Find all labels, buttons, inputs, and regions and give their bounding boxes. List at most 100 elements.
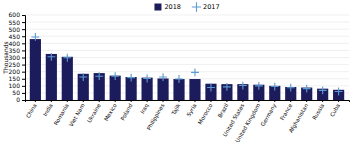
- legend-swatch: [154, 4, 161, 11]
- y-tick-mark: [22, 86, 25, 87]
- x-tick-label: Cuba: [329, 102, 341, 117]
- x-tick-label: Russia: [311, 102, 325, 120]
- x-tick-mark: [51, 100, 52, 102]
- y-tick-label: 500: [9, 26, 21, 33]
- y-tick-mark: [22, 15, 25, 16]
- x-tick-label: Philippines: [146, 102, 167, 131]
- marker: [127, 74, 135, 82]
- x-tick-mark: [67, 100, 68, 102]
- grid-line: [25, 50, 349, 51]
- y-tick-label: 350: [9, 47, 21, 54]
- grid-line: [25, 36, 349, 37]
- x-tick: Philippines: [146, 100, 167, 132]
- legend: 2018 2017: [154, 2, 219, 11]
- marker: [255, 82, 263, 90]
- y-tick-mark: [22, 22, 25, 23]
- x-tick: France: [279, 100, 294, 121]
- grid-line: [25, 85, 349, 86]
- x-tick-mark: [210, 100, 211, 102]
- x-tick-mark: [99, 100, 100, 102]
- y-tick: 600: [9, 11, 25, 18]
- x-tick-mark: [242, 100, 243, 102]
- x-tick-label: Mexico: [103, 102, 118, 122]
- grid-line: [25, 78, 349, 79]
- marker: [271, 83, 279, 91]
- y-axis-title: Thousands: [2, 41, 9, 74]
- x-tick-mark: [258, 100, 259, 102]
- marker: [319, 86, 327, 94]
- marker-series: [31, 33, 342, 95]
- x-tick-label: Germany: [259, 102, 278, 128]
- y-axis-line: [22, 16, 26, 101]
- marker: [31, 33, 39, 41]
- grid-line: [25, 22, 349, 23]
- x-tick-label: United Kingdom: [234, 102, 262, 142]
- y-tick: 250: [9, 61, 25, 68]
- marker: [159, 73, 167, 81]
- x-tick-label: Syria: [185, 102, 198, 118]
- chart: 050100150200250300350400450500550600Chin…: [0, 0, 355, 142]
- y-tick-label: 300: [9, 54, 21, 61]
- x-tick: Brazil: [217, 100, 230, 119]
- bar: [189, 79, 200, 100]
- x-tick-label: China: [25, 102, 38, 119]
- grid: [25, 15, 349, 100]
- y-tick: 0: [16, 96, 25, 103]
- y-tick: 400: [9, 40, 25, 47]
- x-tick: Viet Nam: [68, 100, 86, 127]
- x-tick-mark: [306, 100, 307, 102]
- y-tick: 300: [9, 54, 25, 61]
- x-tick-label: Viet Nam: [68, 102, 86, 127]
- x-tick-mark: [322, 100, 323, 102]
- grid-line: [25, 15, 349, 16]
- marker: [63, 54, 71, 62]
- grid-line: [25, 43, 349, 44]
- y-tick-mark: [22, 50, 25, 51]
- y-tick-mark: [22, 43, 25, 44]
- y-tick: 200: [9, 68, 25, 75]
- grid-line: [25, 57, 349, 58]
- y-tick-mark: [22, 29, 25, 30]
- grid-line: [25, 64, 349, 65]
- marker: [143, 75, 151, 83]
- x-tick-label: Iraq: [139, 102, 150, 115]
- x-tick: India: [42, 100, 54, 117]
- y-tick-mark: [22, 58, 25, 59]
- y-tick-label: 50: [12, 89, 20, 96]
- legend-item: 2017: [192, 2, 220, 11]
- x-tick-mark: [131, 100, 132, 102]
- bar-series: [30, 39, 344, 100]
- bar: [205, 84, 216, 100]
- marker: [303, 85, 311, 93]
- y-tick: 50: [12, 89, 25, 96]
- x-tick-label: Poland: [119, 102, 133, 121]
- y-tick-mark: [22, 72, 25, 73]
- x-tick-label: Romania: [53, 102, 70, 126]
- marks: [30, 33, 344, 100]
- marker: [335, 88, 343, 96]
- bar: [46, 54, 57, 100]
- y-axis: 050100150200250300350400450500550600: [9, 11, 26, 103]
- marker: [47, 53, 55, 61]
- y-tick-label: 600: [9, 11, 21, 18]
- x-tick-mark: [147, 100, 148, 102]
- x-tick-label: France: [279, 102, 294, 121]
- x-tick: Germany: [259, 100, 278, 128]
- y-tick-label: 0: [16, 96, 20, 103]
- x-tick-mark: [179, 100, 180, 102]
- bar: [62, 57, 73, 100]
- x-tick: Iraq: [139, 100, 150, 115]
- y-tick: 550: [9, 19, 25, 26]
- x-tick: Afghanistan: [288, 100, 311, 134]
- x-tick: Romania: [53, 100, 70, 126]
- x-tick-mark: [338, 100, 339, 102]
- y-tick-mark: [22, 79, 25, 80]
- legend-item: 2018: [154, 3, 181, 11]
- y-tick: 150: [9, 75, 25, 82]
- marker: [223, 83, 231, 91]
- marker: [287, 84, 295, 92]
- x-tick-mark: [35, 100, 36, 102]
- x-tick-mark: [83, 100, 84, 102]
- x-tick-label: Morocco: [197, 102, 214, 125]
- marker: [191, 68, 199, 76]
